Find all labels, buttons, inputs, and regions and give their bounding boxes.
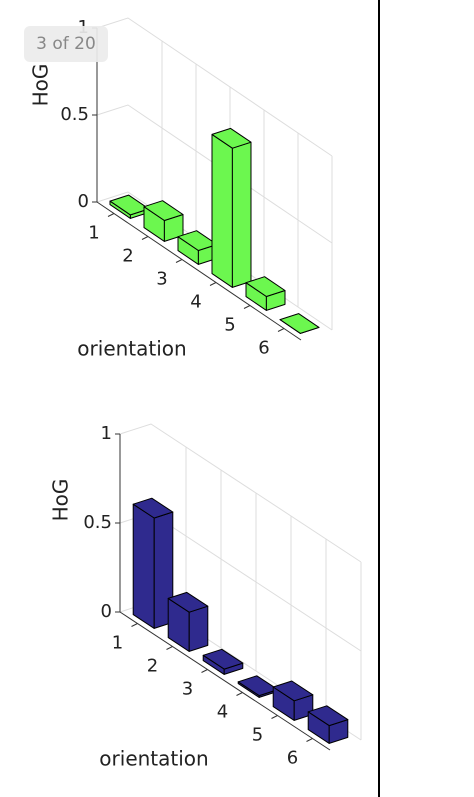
y-tick-label: 0 (101, 601, 112, 622)
y-tick-label: 0.5 (60, 104, 89, 125)
y-tick-label: 0 (78, 191, 89, 212)
bar-top (143, 200, 184, 221)
x-tick (306, 738, 313, 742)
bar-top (279, 313, 320, 334)
bar-top (211, 127, 252, 149)
bar-top (202, 648, 244, 670)
y-axis-label: HoG (29, 64, 53, 107)
bar-front (211, 133, 233, 288)
x-tick-label: 2 (122, 246, 133, 267)
bar-top (307, 705, 349, 727)
x-tick-label: 5 (252, 725, 263, 746)
x-tick (166, 646, 173, 650)
x-tick-label: 4 (190, 292, 201, 313)
bar-side (188, 605, 209, 652)
y-axis-label: HoG (49, 479, 73, 522)
bar-top (272, 680, 314, 702)
x-tick (236, 692, 243, 696)
x-tick (209, 282, 217, 286)
x-tick (131, 623, 138, 627)
x-tick-label: 5 (224, 315, 235, 336)
x-axis (119, 611, 331, 751)
x-tick (201, 669, 208, 673)
x-tick (243, 305, 251, 309)
x-tick (175, 259, 183, 263)
bar-top (132, 497, 174, 519)
x-axis-label: orientation (77, 337, 186, 361)
y-tick-label: 0.5 (83, 512, 112, 533)
x-tick (107, 213, 115, 217)
x-tick-label: 3 (182, 679, 193, 700)
x-tick-label: 6 (287, 748, 298, 769)
bar-top (167, 591, 209, 613)
page-indicator[interactable]: 3 of 20 (24, 26, 108, 62)
x-tick-label: 1 (112, 633, 123, 654)
bar-side (231, 141, 252, 288)
bar-top (245, 276, 286, 297)
x-axis (96, 201, 302, 341)
x-tick-label: 1 (88, 223, 99, 244)
x-tick (271, 715, 278, 719)
x-tick-label: 3 (156, 269, 167, 290)
x-tick-label: 2 (147, 656, 158, 677)
bar-front (132, 503, 155, 629)
x-axis-label: orientation (99, 747, 208, 771)
x-tick (277, 328, 285, 332)
x-tick-label: 6 (258, 338, 269, 359)
x-tick-label: 4 (217, 702, 228, 723)
x-tick (141, 236, 149, 240)
y-tick-label: 1 (101, 423, 112, 444)
